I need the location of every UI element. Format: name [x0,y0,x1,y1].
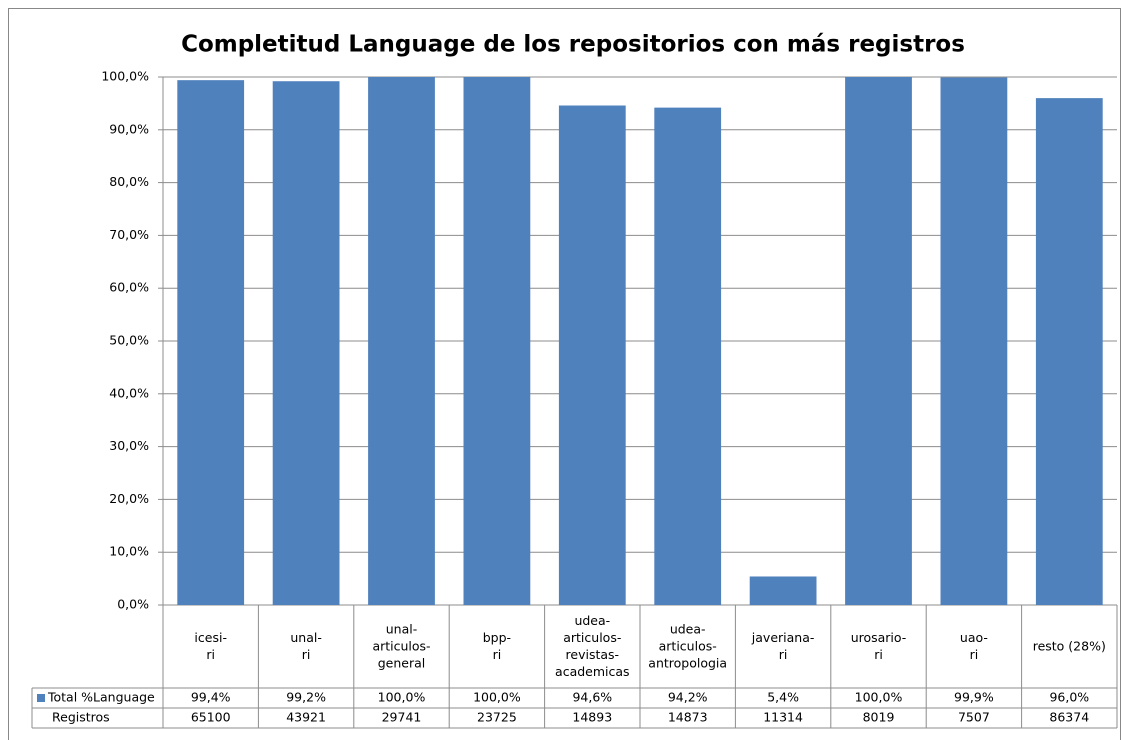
x-tick-label: udea-articulos-antropologia [648,621,727,670]
legend-key [37,694,45,702]
x-tick-label: uao-ri [960,630,988,662]
bar [654,107,722,606]
bar [177,80,245,606]
data-label: 99,4% [191,690,231,705]
data-label: 100,0% [378,690,426,705]
table-cell: 86374 [1049,710,1089,725]
y-tick-label: 30,0% [109,438,149,453]
y-tick-label: 80,0% [109,174,149,189]
table-cell: 8019 [863,710,895,725]
y-tick-label: 20,0% [109,491,149,506]
y-tick-label: 70,0% [109,227,149,242]
y-tick-label: 90,0% [109,121,149,136]
bar [272,81,340,605]
y-tick-label: 60,0% [109,280,149,295]
table-cell: 29741 [382,710,422,725]
x-tick-label: urosario-ri [851,630,907,662]
chart-title: Completitud Language de los repositorios… [181,32,965,58]
data-label: 96,0% [1049,690,1089,705]
data-label: 100,0% [473,690,521,705]
table-cell: 43921 [286,710,326,725]
x-tick-label: bpp-ri [483,630,511,662]
y-tick-label: 50,0% [109,333,149,348]
bar [368,77,435,605]
table-cell: 7507 [958,710,990,725]
x-tick-label: icesi-ri [194,630,227,662]
x-tick-label: unal-articulos-general [372,621,430,670]
table-cell: 23725 [477,710,517,725]
bar [940,77,1008,605]
x-tick-label: unal-ri [290,630,322,662]
bar [463,77,531,605]
x-tick-label: javeriana-ri [751,630,815,662]
x-tick-label: udea-articulos-revistas-academicas [555,613,630,679]
table-row-header: Registros [52,710,110,725]
data-label: 100,0% [855,690,903,705]
y-tick-label: 10,0% [109,544,149,559]
data-label: 5,4% [767,690,799,705]
y-tick-label: 0,0% [117,597,149,612]
x-tick-label: resto (28%) [1033,638,1106,653]
y-tick-label: 100,0% [101,69,149,84]
table-cell: 14893 [572,710,612,725]
legend-label: Total %Language [47,690,155,705]
table-cell: 14873 [668,710,708,725]
data-label: 94,6% [572,690,612,705]
bar [845,77,912,605]
bar [749,576,817,605]
bar [558,105,626,606]
table-cell: 65100 [191,710,231,725]
bar [1035,98,1103,606]
data-label: 99,9% [954,690,994,705]
y-tick-label: 40,0% [109,385,149,400]
table-cell: 11314 [763,710,803,725]
data-label: 94,2% [668,690,708,705]
data-label: 99,2% [286,690,326,705]
